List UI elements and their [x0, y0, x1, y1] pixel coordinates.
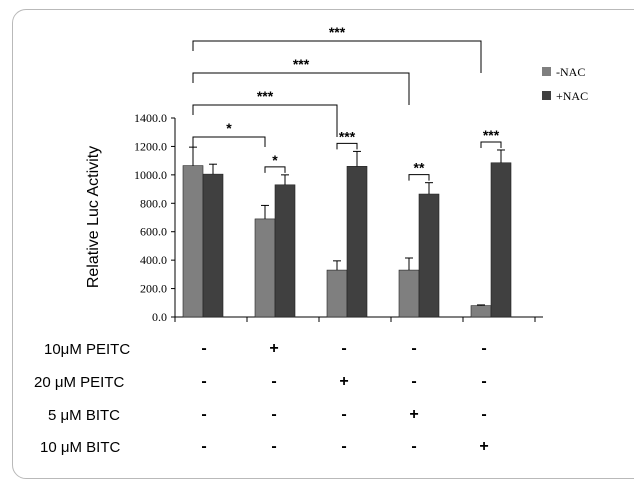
condition-mark: - [481, 373, 487, 390]
y-tick-label: 200.0 [140, 282, 167, 296]
vs-control-bracket [192, 104, 338, 137]
vs-control-bracket [192, 72, 410, 105]
y-axis-title: Relative Luc Activity [85, 146, 102, 288]
legend-label-minus-nac: -NAC [556, 65, 585, 79]
within-group-bracket [264, 166, 286, 173]
bar-minus-nac [254, 218, 276, 318]
bar-plus-nac [490, 162, 512, 318]
within-group-significance-label: *** [483, 127, 500, 143]
condition-mark: - [341, 438, 347, 455]
bars [182, 146, 512, 318]
condition-mark: - [201, 438, 207, 455]
vs-control-bracket [192, 40, 482, 73]
bar-minus-nac [326, 269, 348, 318]
bar-plus-nac [202, 173, 224, 318]
condition-mark: - [271, 373, 277, 390]
y-tick-label: 800.0 [140, 196, 167, 210]
condition-mark: + [269, 340, 279, 357]
vs-control-significance-label: *** [293, 56, 310, 72]
condition-mark: - [341, 340, 347, 357]
legend: -NAC +NAC [542, 65, 588, 103]
bar-plus-nac [346, 166, 368, 318]
condition-label-5um-bitc: 5 μM BITC [48, 407, 120, 424]
bar-minus-nac [470, 305, 492, 318]
condition-mark: - [201, 406, 207, 423]
y-tick-label: 1200.0 [134, 139, 167, 153]
y-tick-label: 1400.0 [134, 111, 167, 125]
significance-brackets: ******************* [192, 24, 502, 181]
vs-control-significance-label: *** [257, 88, 274, 104]
condition-mark: - [271, 406, 277, 423]
condition-mark: - [411, 340, 417, 357]
vs-control-significance-label: * [226, 120, 232, 136]
condition-mark: - [481, 340, 487, 357]
condition-mark: + [409, 406, 419, 423]
y-tick-label: 0.0 [152, 310, 167, 324]
vs-control-bracket [192, 136, 266, 147]
within-group-significance-label: ** [414, 160, 425, 176]
within-group-significance-label: * [272, 152, 278, 168]
legend-swatch-plus-nac [542, 91, 551, 100]
condition-mark: - [411, 373, 417, 390]
y-tick-label: 400.0 [140, 253, 167, 267]
within-group-significance-label: *** [339, 128, 356, 144]
condition-mark: - [271, 438, 277, 455]
legend-label-plus-nac: +NAC [556, 89, 588, 103]
y-tick-label: 600.0 [140, 225, 167, 239]
within-group-bracket [336, 142, 358, 150]
condition-label-20um-peitc: 20 μM PEITC [34, 374, 125, 391]
y-tick-label: 1000.0 [134, 168, 167, 182]
bar-minus-nac [182, 165, 204, 318]
axes: 0.0 200.0 400.0 600.0 800.0 1000.0 1200.0 1400.… [134, 111, 543, 324]
bar-chart: 0.0 200.0 400.0 600.0 800.0 1000.0 1200.0 1400.… [85, 24, 588, 324]
condition-label-10um-peitc: 10μM PEITC [44, 341, 131, 358]
condition-mark: - [201, 340, 207, 357]
condition-mark: + [479, 438, 489, 455]
within-group-bracket [480, 141, 502, 148]
condition-mark: - [481, 406, 487, 423]
condition-mark: + [339, 373, 349, 390]
bar-plus-nac [418, 193, 440, 318]
within-group-bracket [408, 174, 430, 181]
condition-mark: - [341, 406, 347, 423]
condition-mark: - [201, 373, 207, 390]
bar-plus-nac [274, 184, 296, 318]
condition-label-10um-bitc: 10 μM BITC [40, 439, 121, 456]
bar-minus-nac [398, 269, 420, 318]
legend-swatch-minus-nac [542, 67, 551, 76]
vs-control-significance-label: *** [329, 24, 346, 40]
condition-mark: - [411, 438, 417, 455]
